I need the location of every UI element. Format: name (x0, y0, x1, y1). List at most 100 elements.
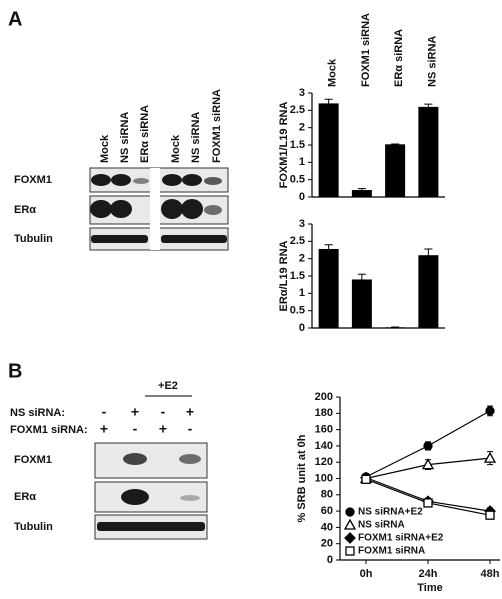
y-tick-label: 120 (315, 456, 333, 468)
error-bar (324, 244, 333, 249)
bar (351, 190, 372, 197)
band (111, 174, 131, 186)
y-tick-label: 0 (299, 191, 305, 203)
bar (418, 255, 439, 328)
group-label: +E2 (158, 380, 178, 392)
category-label: FOXM1 siRNA (360, 13, 372, 87)
y-tick-label: 80 (321, 489, 333, 501)
band (181, 199, 203, 219)
band (110, 200, 132, 218)
y-tick-label: 1 (299, 156, 305, 168)
bar (318, 248, 339, 328)
condition-sign: - (102, 404, 107, 420)
lane-label: Mock (99, 134, 111, 163)
legend-label: FOXM1 siRNA+E2 (358, 533, 444, 544)
y-tick-label: 0.5 (290, 174, 305, 186)
y-tick-label: 100 (315, 472, 333, 484)
x-tick-label: 0h (360, 568, 373, 580)
lane-label: Mock (170, 134, 182, 163)
condition-sign: - (161, 404, 166, 420)
band (182, 174, 202, 186)
blot-gap (150, 168, 160, 250)
bar (418, 106, 439, 197)
lane-label: ERα siRNA (139, 105, 151, 163)
panel-label: A (8, 8, 22, 30)
band (90, 200, 112, 218)
band (123, 453, 147, 465)
row-label: FOXM1 (14, 174, 52, 186)
point (345, 546, 355, 556)
y-tick-label: 1 (299, 287, 305, 299)
y-tick-label: 180 (315, 407, 333, 419)
band (121, 489, 149, 505)
condition-sign: - (133, 421, 138, 437)
blot-a (89, 167, 229, 251)
x-tick-label: 48h (481, 568, 500, 580)
y-tick-label: 200 (315, 391, 333, 403)
x-axis-label: Time (417, 582, 442, 594)
band (133, 178, 149, 184)
y-tick-label: 2 (299, 122, 305, 134)
point (421, 458, 435, 470)
row-label: ERα (14, 491, 36, 503)
band (91, 235, 148, 243)
y-tick-label: 1.5 (290, 139, 305, 151)
bar (351, 279, 372, 328)
panel-label: B (8, 360, 22, 382)
y-tick-label: 40 (321, 521, 333, 533)
y-tick-label: 1.5 (290, 270, 305, 282)
bar (318, 103, 339, 197)
band (204, 205, 222, 215)
band (91, 174, 111, 186)
y-axis-label: FOXM1/L19 RNA (278, 102, 290, 189)
y-tick-label: 20 (321, 538, 333, 550)
row-label: Tubulin (14, 233, 53, 245)
row-label: FOXM1 (14, 454, 52, 466)
point (361, 474, 371, 484)
y-tick-label: 2.5 (290, 235, 305, 247)
point (483, 451, 497, 463)
point (485, 510, 495, 520)
condition-sign: + (186, 404, 194, 420)
error-bar (357, 188, 366, 191)
band (97, 522, 205, 531)
y-axis-label: ERα/L19 RNA (278, 240, 290, 311)
condition-sign: + (100, 421, 108, 437)
band (161, 199, 183, 219)
lane-label: NS siRNA (119, 112, 131, 163)
bar (385, 144, 406, 197)
y-tick-label: 160 (315, 424, 333, 436)
row-label: Tubulin (14, 521, 53, 533)
y-tick-label: 0 (327, 554, 333, 566)
y-tick-label: 3 (299, 87, 305, 99)
error-bar (424, 248, 433, 256)
x-tick-label: 24h (419, 568, 438, 580)
point (423, 441, 433, 451)
point (345, 507, 355, 517)
y-tick-label: 60 (321, 505, 333, 517)
point (423, 498, 433, 508)
band (161, 235, 227, 243)
blot-frame (94, 481, 208, 513)
category-label: ERα siRNA (393, 29, 405, 87)
legend-label: FOXM1 siRNA (358, 546, 425, 557)
y-tick-label: 2 (299, 253, 305, 265)
lane-label: FOXM1 siRNA (211, 89, 223, 163)
blot-b (94, 395, 208, 540)
band (162, 174, 182, 186)
condition-label: FOXM1 siRNA: (10, 424, 88, 436)
condition-sign: - (188, 421, 193, 437)
error-bar (357, 273, 366, 280)
category-label: NS siRNA (426, 36, 438, 87)
condition-sign: + (131, 404, 139, 420)
band (180, 495, 200, 501)
y-tick-label: 0 (299, 322, 305, 334)
y-tick-label: 2.5 (290, 104, 305, 116)
row-label: ERα (14, 204, 36, 216)
y-tick-label: 3 (299, 218, 305, 230)
condition-sign: + (159, 421, 167, 437)
point (343, 518, 357, 530)
lane-label: NS siRNA (190, 112, 202, 163)
error-bar (324, 98, 333, 104)
